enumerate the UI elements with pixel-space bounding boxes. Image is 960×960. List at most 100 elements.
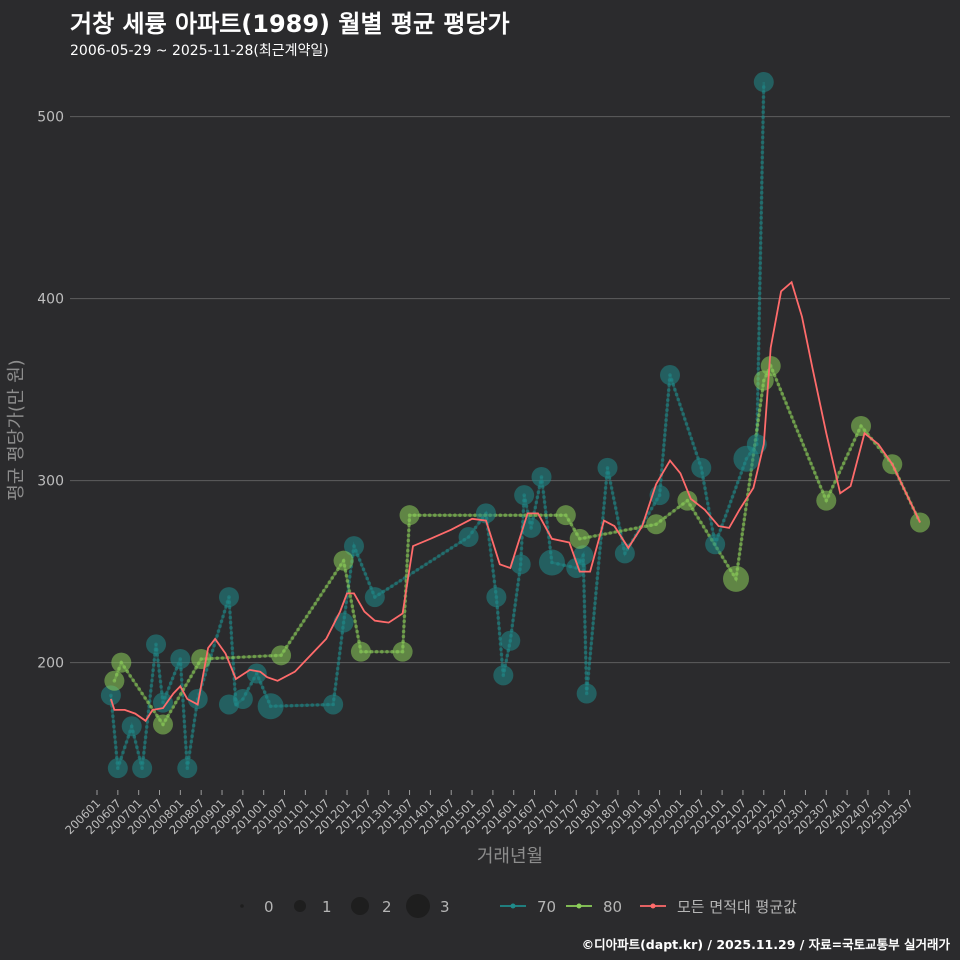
- series-70-trend-dot: [662, 443, 666, 447]
- series-70-trend-dot: [367, 581, 371, 585]
- series-70-trend-dot: [757, 321, 761, 326]
- series-70-trend-dot: [611, 496, 616, 500]
- series-70-trend-dot: [618, 526, 622, 530]
- series-70-trend-dot: [445, 548, 450, 553]
- series-80-trend-dot: [405, 558, 410, 563]
- series-70-trend-dot: [756, 361, 761, 366]
- series-70-trend-dot: [157, 669, 161, 673]
- series-70-trend-dot: [170, 676, 175, 681]
- series-70-trend-dot: [348, 569, 353, 574]
- y-tick-label-300: 300: [37, 474, 64, 490]
- series-70-trend-dot: [218, 624, 222, 628]
- data-series: [100, 72, 931, 779]
- series-80-trend-dot: [186, 679, 191, 683]
- series-80-trend-dot: [404, 569, 409, 573]
- series-80-trend-dot: [324, 584, 329, 589]
- series-70-trend-dot: [111, 719, 116, 724]
- series-80-trend-dot: [701, 524, 706, 529]
- series-70-point: [132, 758, 153, 779]
- series-70-trend-dot: [113, 740, 118, 744]
- series-80-trend-dot: [758, 403, 763, 408]
- series-70-trend-dot: [757, 331, 761, 336]
- chart-subtitle: 2006-05-29 ~ 2025-11-28(최근계약일): [70, 43, 329, 59]
- series-70-trend-dot: [520, 541, 524, 545]
- series-80-trend-dot: [453, 513, 457, 517]
- series-70-trend-dot: [584, 666, 588, 670]
- series-80-trend-dot: [757, 408, 762, 413]
- series-80-trend-dot: [191, 670, 196, 674]
- series-80-trend-dot: [220, 656, 225, 660]
- series-80-trend-dot: [263, 654, 267, 658]
- series-70-trend-dot: [151, 668, 155, 672]
- series-80-trend-dot: [184, 683, 188, 687]
- size-legend-circle-3: [406, 894, 430, 918]
- series-70-trend: [109, 81, 766, 770]
- series-70-trend-dot: [521, 509, 526, 513]
- series-70-trend-dot: [756, 346, 761, 351]
- series-70-trend-dot: [419, 565, 424, 569]
- series-70-trend-dot: [758, 246, 763, 250]
- series-70-trend-dot: [757, 296, 762, 301]
- series-70-trend-dot: [492, 579, 497, 584]
- series-80-trend-dot: [287, 640, 292, 645]
- series-80-trend-dot: [813, 471, 817, 475]
- series-70-trend-dot: [676, 397, 680, 402]
- series-80-trend-dot: [748, 477, 752, 482]
- series-70-trend-dot: [584, 655, 588, 660]
- series-70-trend-dot: [590, 636, 594, 641]
- series-70-trend-dot: [454, 543, 458, 547]
- series-70-trend-dot: [547, 540, 552, 545]
- series-70-trend-dot: [758, 261, 763, 265]
- series-70-trend-dot: [590, 626, 595, 631]
- series-70-trend-dot: [337, 656, 341, 661]
- size-legend-circle-1: [294, 900, 306, 912]
- series-80-trend-dot: [290, 636, 295, 640]
- series-70-trend-dot: [334, 682, 338, 686]
- series-80-trend-dot: [593, 534, 597, 538]
- series-70-trend-dot: [584, 661, 588, 665]
- series-70-trend-dot: [760, 160, 764, 165]
- series-70-trend-dot: [188, 745, 193, 749]
- series-70-trend-dot: [661, 453, 665, 457]
- series-80-trend-dot: [726, 564, 730, 568]
- series-70-trend-dot: [602, 501, 607, 505]
- series-70-trend-dot: [221, 614, 225, 619]
- series-70-point: [531, 466, 552, 487]
- series-70-trend-dot: [505, 653, 510, 658]
- series-70-trend-dot: [365, 576, 370, 581]
- series-70-trend-dot: [152, 658, 157, 662]
- size-legend-label-1: 1: [322, 898, 332, 916]
- size-legend-label-2: 2: [382, 898, 392, 916]
- series-80-trend-dot: [791, 419, 796, 424]
- line-legend-label-70: 70: [537, 898, 556, 916]
- series-70-trend-dot: [679, 407, 684, 412]
- series-70-trend-dot: [181, 704, 186, 708]
- series-80-trend-dot: [402, 619, 407, 624]
- series-70-trend-dot: [114, 750, 119, 755]
- series-70-trend-dot: [229, 631, 234, 635]
- series-80-trend-dot: [782, 396, 786, 401]
- series-70-trend-dot: [592, 606, 597, 611]
- grid-lines: [70, 116, 950, 664]
- series-70-trend-dot: [759, 211, 764, 215]
- series-80-trend-dot: [737, 552, 742, 556]
- series-70-trend-dot: [593, 596, 598, 601]
- series-80-trend-dot: [258, 654, 262, 659]
- series-80-trend-dot: [816, 480, 821, 484]
- series-70-trend-dot: [516, 582, 520, 587]
- series-70-trend-dot: [230, 651, 235, 656]
- y-tick-label-500: 500: [37, 110, 64, 126]
- series-70-trend-dot: [513, 603, 517, 607]
- series-80-trend-dot: [778, 387, 783, 392]
- series-80-trend-dot: [788, 410, 792, 415]
- series-80-trend-dot: [438, 513, 442, 517]
- series-80-trend-dot: [704, 529, 709, 533]
- series-70-trend-dot: [415, 568, 420, 572]
- series-70-trend-dot: [674, 392, 679, 397]
- series-70-trend-dot: [756, 351, 761, 356]
- series-70-trend-dot: [761, 115, 765, 119]
- series-70-trend-dot: [760, 140, 765, 145]
- series-80-trend-dot: [799, 438, 804, 443]
- series-70-point: [364, 587, 385, 608]
- series-80-trend-dot: [134, 682, 138, 687]
